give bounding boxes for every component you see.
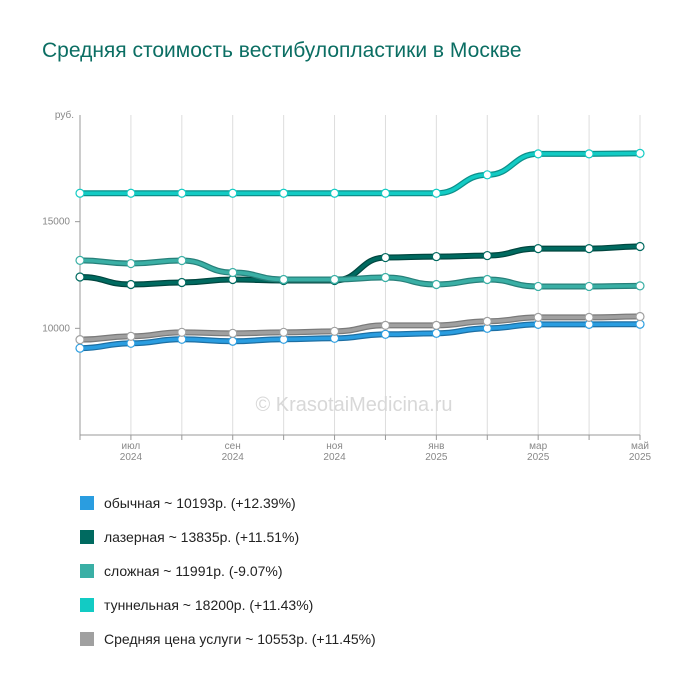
- data-point: [228, 336, 238, 346]
- data-point: [380, 272, 391, 283]
- series-line-edge: [80, 150, 641, 197]
- chart-title: Средняя стоимость вестибулопластики в Мо…: [42, 39, 522, 62]
- data-point: [533, 312, 543, 322]
- data-point: [75, 255, 85, 265]
- data-point: [635, 281, 645, 291]
- legend-label: сложная ~ 11991р. (-9.07%): [104, 563, 283, 579]
- data-point: [584, 281, 594, 292]
- data-point: [482, 316, 492, 326]
- data-point: [126, 188, 136, 198]
- data-point: [431, 320, 441, 330]
- data-point: [279, 188, 289, 198]
- x-tick-label: июл 2024: [120, 441, 143, 463]
- data-point: [279, 274, 289, 285]
- data-point: [482, 170, 492, 180]
- x-tick-label: мар 2025: [527, 441, 550, 463]
- legend-swatch: [80, 530, 94, 544]
- data-point: [75, 335, 85, 345]
- chart: июл 2024 сен 2024 ноя 2024 янв 2025 мар 2025 май 20…: [42, 109, 652, 463]
- legend-item: Средняя цена услуги ~ 10553р. (+11.45%): [80, 622, 376, 656]
- legend-item: лазерная ~ 13835р. (+11.51%): [80, 520, 376, 554]
- data-point: [635, 311, 645, 322]
- data-point: [431, 279, 441, 290]
- data-point: [279, 327, 289, 337]
- data-point: [380, 188, 391, 198]
- data-point: [380, 252, 391, 263]
- legend-item: сложная ~ 11991р. (-9.07%): [80, 554, 376, 588]
- legend-item: обычная ~ 10193р. (+12.39%): [80, 486, 376, 520]
- x-tick-label: ноя 2024: [323, 441, 346, 463]
- data-point: [228, 328, 238, 338]
- legend-label: туннельная ~ 18200р. (+11.43%): [104, 597, 314, 613]
- data-point: [533, 281, 543, 292]
- data-point: [126, 279, 136, 290]
- data-point: [75, 272, 85, 282]
- legend-swatch: [80, 632, 94, 646]
- x-tick-label: янв 2025: [425, 441, 448, 463]
- data-point: [228, 267, 238, 278]
- data-point: [177, 277, 187, 288]
- data-point: [380, 329, 391, 339]
- y-tick-label: 10000: [42, 323, 70, 334]
- data-point: [380, 320, 391, 330]
- data-point: [635, 319, 645, 329]
- legend-swatch: [80, 496, 94, 510]
- data-point: [75, 343, 85, 353]
- data-point: [584, 149, 594, 159]
- data-point: [431, 328, 441, 338]
- data-point: [533, 149, 543, 159]
- data-point: [482, 274, 492, 285]
- watermark: © KrasotaiMedicina.ru: [255, 394, 452, 416]
- data-point: [177, 188, 187, 198]
- series-line: [79, 322, 641, 350]
- data-point: [126, 258, 136, 269]
- data-point: [126, 331, 136, 341]
- legend: обычная ~ 10193р. (+12.39%) лазерная ~ 13…: [80, 486, 376, 656]
- data-point: [533, 243, 543, 254]
- series-line: [79, 258, 641, 289]
- legend-swatch: [80, 564, 94, 578]
- y-axis-label: руб.: [55, 109, 74, 121]
- data-point: [329, 274, 340, 285]
- data-point: [635, 148, 645, 158]
- legend-label: обычная ~ 10193р. (+12.39%): [104, 495, 296, 511]
- legend-label: лазерная ~ 13835р. (+11.51%): [104, 529, 300, 545]
- data-point: [431, 188, 441, 198]
- data-point: [431, 251, 441, 262]
- x-tick-label: май 2025: [629, 441, 652, 463]
- data-point: [177, 255, 187, 266]
- data-point: [75, 188, 85, 198]
- data-point: [329, 326, 340, 336]
- series-line: [80, 151, 641, 195]
- legend-item: туннельная ~ 18200р. (+11.43%): [80, 588, 376, 622]
- data-point: [584, 312, 594, 322]
- data-point: [482, 250, 492, 261]
- data-point: [228, 188, 238, 198]
- series-line: [79, 314, 641, 342]
- y-tick-label: 15000: [42, 217, 70, 228]
- data-point: [635, 241, 645, 252]
- legend-label: Средняя цена услуги ~ 10553р. (+11.45%): [104, 631, 376, 647]
- data-point: [584, 243, 594, 254]
- legend-swatch: [80, 598, 94, 612]
- x-tick-label: сен 2024: [222, 441, 245, 463]
- data-point: [329, 188, 340, 198]
- data-point: [177, 327, 187, 337]
